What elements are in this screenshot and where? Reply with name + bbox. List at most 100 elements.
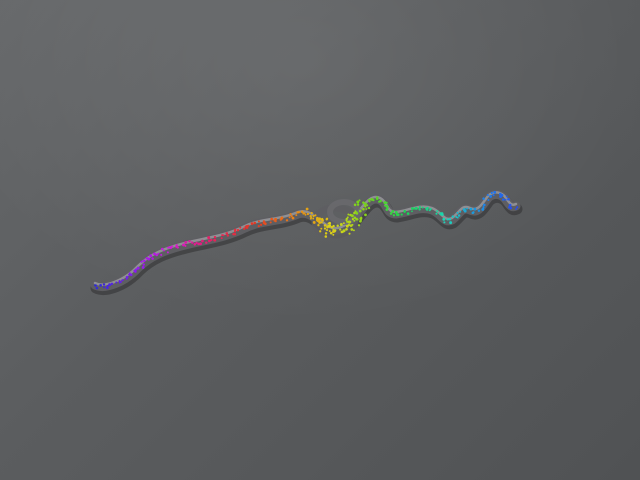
atom-dot: [295, 214, 298, 217]
atom-dot: [394, 211, 398, 214]
atom-dot: [323, 224, 327, 227]
atom-dot: [448, 218, 452, 221]
atom-dot: [366, 204, 369, 207]
atom-dot: [129, 273, 133, 277]
atom-dot: [345, 217, 348, 221]
atom-dot: [142, 259, 146, 263]
atom-dot: [350, 228, 354, 231]
atom-dot: [347, 213, 350, 216]
atom-dot: [355, 217, 358, 221]
atom-dot: [210, 238, 213, 242]
atom-dot: [418, 208, 421, 211]
atom-dot: [353, 203, 357, 207]
atom-dot: [429, 207, 432, 211]
atom-dot: [385, 201, 388, 204]
atom-dot: [351, 223, 354, 226]
atom-dot: [135, 268, 138, 271]
atom-markers: [94, 190, 519, 290]
atom-dot: [339, 228, 342, 231]
atom-dot: [375, 197, 379, 200]
atom-dot: [289, 212, 292, 216]
atom-dot: [321, 217, 324, 221]
atom-dot: [188, 240, 191, 243]
atom-dot: [456, 216, 459, 219]
atom-dot: [142, 263, 145, 266]
atom-dot: [167, 246, 170, 249]
atom-dot: [285, 219, 289, 222]
atom-dot: [358, 209, 362, 213]
atom-dot: [325, 229, 329, 232]
atom-dot: [396, 213, 400, 217]
atom-dot: [339, 223, 343, 226]
atom-dot: [128, 273, 131, 276]
atom-dot: [509, 206, 513, 210]
atom-dot: [306, 212, 310, 216]
atom-dot: [508, 203, 512, 207]
atom-dot: [190, 241, 194, 244]
atom-dot: [350, 214, 354, 218]
atom-dot: [367, 206, 371, 210]
atom-dot: [205, 241, 208, 244]
atom-dot: [115, 281, 118, 284]
atom-dot: [239, 226, 242, 229]
atom-dot: [505, 195, 508, 198]
atom-dot: [160, 253, 163, 256]
atom-dot: [119, 280, 122, 284]
atom-dot: [333, 229, 337, 232]
atom-dot: [213, 236, 217, 239]
atom-dot: [492, 194, 495, 197]
atom-dot: [364, 202, 367, 206]
atom-dot: [389, 212, 393, 215]
atom-dot: [515, 208, 518, 210]
atom-dot: [360, 219, 362, 222]
atom-dot: [443, 221, 446, 224]
atom-dot: [316, 216, 319, 220]
atom-dot: [314, 214, 317, 217]
atom-dot: [243, 227, 246, 230]
atom-dot: [348, 232, 351, 235]
atom-dot: [225, 232, 229, 235]
atom-dot: [201, 239, 204, 243]
atom-dot: [446, 218, 449, 221]
atom-dot: [504, 198, 507, 201]
atom-dot: [356, 203, 360, 206]
atom-dot: [469, 208, 473, 211]
atom-dot: [406, 212, 410, 215]
atom-dot: [141, 265, 145, 269]
atom-dot: [320, 227, 323, 230]
atom-dot: [313, 221, 316, 224]
atom-dot: [166, 251, 169, 254]
atom-dot: [302, 212, 305, 215]
atom-dot: [473, 207, 477, 211]
atom-dot: [195, 241, 198, 245]
atom-dot: [328, 230, 331, 233]
atom-dot: [328, 221, 332, 225]
atom-dot: [436, 210, 439, 213]
atom-dot: [320, 221, 323, 224]
atom-dot: [481, 207, 485, 211]
atom-dot: [352, 229, 355, 232]
atom-dot: [102, 283, 106, 286]
atom-dot: [336, 224, 339, 227]
atom-dot: [490, 191, 493, 194]
atom-dot: [262, 220, 265, 223]
atom-dot: [332, 233, 335, 236]
atom-dot: [355, 212, 359, 215]
atom-dot: [457, 214, 461, 217]
atom-dot: [391, 209, 395, 213]
atom-dot: [340, 230, 344, 234]
atom-dot: [317, 224, 320, 227]
atom-dot: [482, 197, 485, 200]
atom-dot: [368, 198, 370, 201]
atom-dot: [329, 231, 333, 235]
atom-dot: [483, 203, 486, 207]
atom-dot: [169, 246, 173, 249]
atom-dot: [103, 286, 105, 289]
atom-dot: [466, 207, 468, 210]
atom-dot: [176, 246, 179, 249]
atom-dot: [245, 226, 249, 229]
knot-loop: [327, 199, 361, 225]
atom-dot: [318, 221, 322, 224]
